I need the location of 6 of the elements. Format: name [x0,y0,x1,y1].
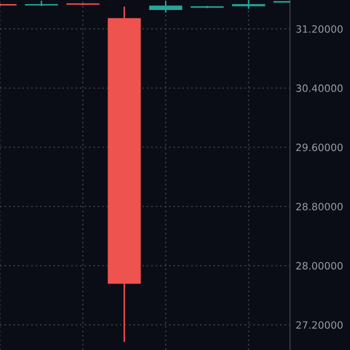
y-tick-label: 28.00000 [296,262,343,270]
y-tick-label: 27.20000 [296,321,343,329]
y-tick-label: 31.20000 [296,25,343,33]
y-tick-label: 29.60000 [296,144,343,152]
y-tick-label: 28.80000 [296,202,343,210]
y-tick-label: 30.40000 [296,84,343,92]
